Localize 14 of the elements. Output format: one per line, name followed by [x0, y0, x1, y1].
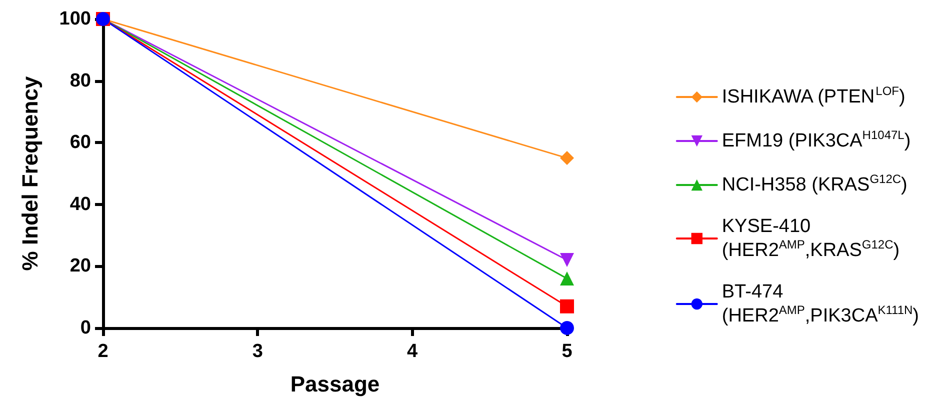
- x-tick-label: 5: [562, 341, 573, 362]
- x-tick-label: 2: [98, 341, 108, 362]
- y-tick-label: 20: [70, 256, 91, 277]
- point: [560, 151, 574, 166]
- x-tick-label: 3: [252, 341, 263, 362]
- y-tick-label: 80: [70, 70, 91, 92]
- y-tick-label: 100: [59, 8, 91, 30]
- x-axis-title: Passage: [290, 372, 380, 396]
- y-axis-title: % Indel Frequency: [18, 76, 42, 271]
- y-tick-label: 40: [70, 194, 91, 215]
- y-tick-label: 60: [70, 132, 91, 154]
- y-tick-label: 0: [80, 318, 91, 338]
- point: [560, 299, 574, 314]
- x-tick-label: 4: [407, 341, 418, 362]
